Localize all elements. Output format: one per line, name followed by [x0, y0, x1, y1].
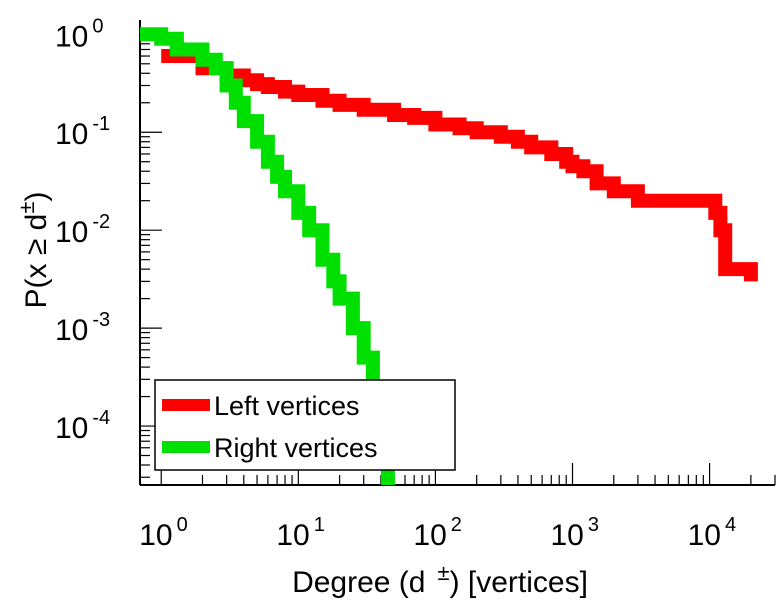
- legend-box: [154, 379, 456, 471]
- x-axis-label: Degree (d ±) [vertices]: [292, 560, 588, 599]
- y-tick-label: 10 0: [55, 15, 104, 53]
- legend-label-left-vertices: Left vertices: [214, 391, 360, 421]
- x-tick-label: 10 1: [276, 514, 325, 552]
- y-tick-label: 10 -4: [55, 407, 110, 445]
- y-axis-label-superscript: ±: [14, 202, 39, 214]
- y-tick-label: 10 -1: [55, 113, 110, 151]
- series-left-vertices-line: [161, 49, 758, 282]
- y-tick-label: 10 -3: [55, 309, 110, 347]
- x-tick-label: 10 2: [413, 514, 462, 552]
- x-tick-label: 10 0: [139, 514, 188, 552]
- legend: Left vertices Right vertices: [154, 379, 456, 471]
- x-tick-label: 10 4: [688, 514, 737, 552]
- x-tick-label: 10 3: [551, 514, 600, 552]
- y-axis-label-prefix: P(x ≥ d: [20, 214, 53, 309]
- x-axis-label-prefix: Degree (d: [292, 566, 425, 599]
- series-right-vertices-line: [140, 27, 395, 485]
- legend-label-right-vertices: Right vertices: [214, 433, 378, 463]
- y-axis-label-suffix: ): [20, 192, 53, 202]
- x-axis-label-suffix: ) [vertices]: [450, 566, 588, 599]
- y-axis-label: P(x ≥ d±): [14, 192, 53, 309]
- series-layer: [140, 27, 758, 485]
- y-tick-label: 10 -2: [55, 211, 110, 249]
- axis-ticks: 10 0 10 1 10 2 10 3 10 4 10 0 10 -1 10 -2 10 -3 10 -4: [55, 15, 776, 552]
- x-axis-label-superscript: ±: [437, 560, 449, 585]
